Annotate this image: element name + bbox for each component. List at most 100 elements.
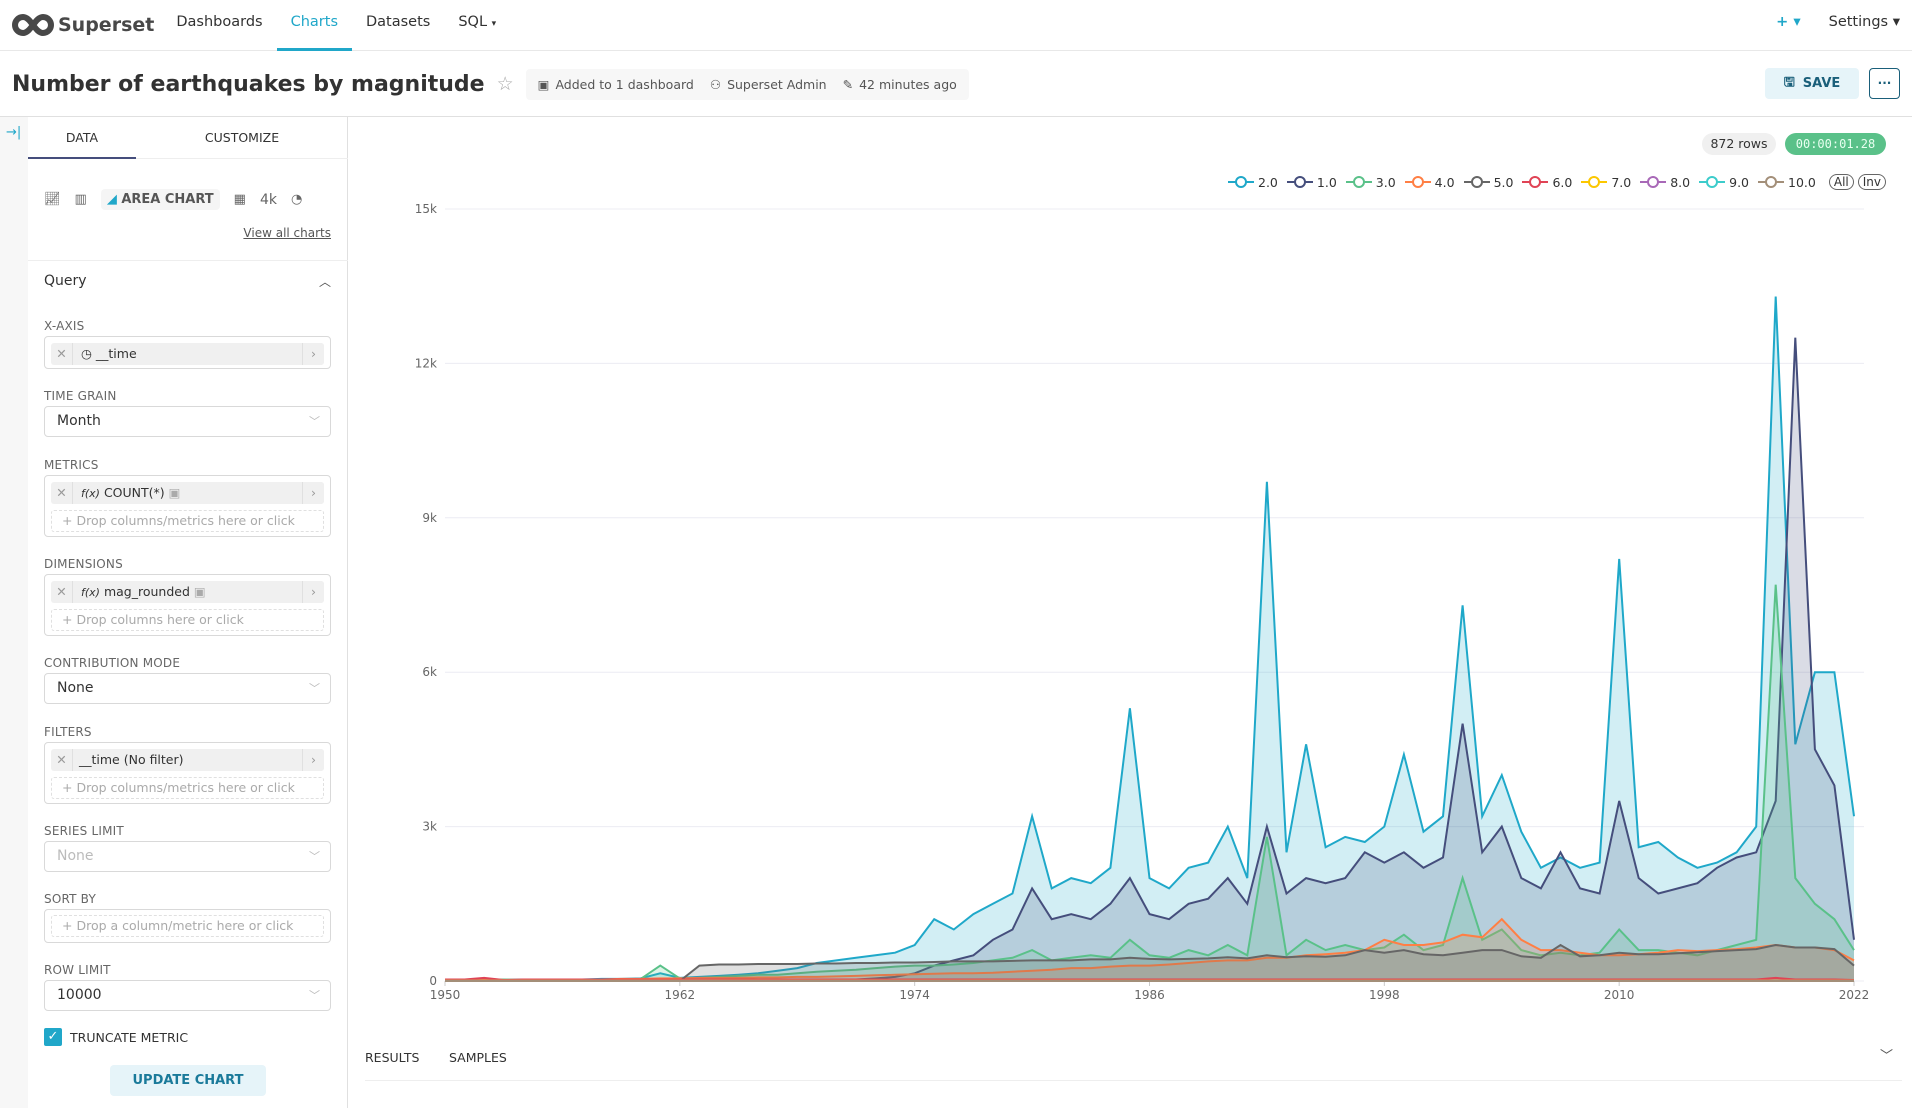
- more-options-button[interactable]: ···: [1869, 68, 1900, 99]
- metric-pill[interactable]: ✕ f(x) COUNT(*) ▣ ›: [51, 482, 324, 504]
- remove-icon[interactable]: ✕: [51, 482, 73, 504]
- time-grain-select[interactable]: Month ﹀: [44, 406, 331, 437]
- x-axis-control[interactable]: ✕ ◷ __time ›: [44, 336, 331, 369]
- settings-menu[interactable]: Settings ▾: [1828, 14, 1900, 30]
- sort-by-control[interactable]: + Drop a column/metric here or click: [44, 909, 331, 943]
- legend-item-7.0[interactable]: 7.0: [1581, 175, 1631, 190]
- truncate-metric-checkbox[interactable]: ✓ TRUNCATE METRIC: [44, 1028, 188, 1046]
- remove-icon[interactable]: ✕: [51, 581, 73, 603]
- x-tick-label: 2010: [1604, 988, 1635, 1002]
- legend-marker-icon: [1463, 176, 1490, 188]
- superset-logo[interactable]: Superset: [12, 0, 154, 50]
- star-icon[interactable]: ☆: [496, 73, 514, 95]
- filters-drop-zone[interactable]: + Drop columns/metrics here or click: [51, 777, 324, 799]
- row-limit-select[interactable]: 10000 ﹀: [44, 980, 331, 1011]
- owner-text: Superset Admin: [727, 76, 827, 92]
- legend-inv-button[interactable]: Inv: [1857, 174, 1886, 190]
- table-icon[interactable]: ▦: [233, 192, 246, 207]
- legend-item-8.0[interactable]: 8.0: [1640, 175, 1690, 190]
- pie-chart-icon[interactable]: ◔: [290, 192, 303, 207]
- divider: [28, 260, 348, 261]
- legend-marker-icon: [1640, 176, 1667, 188]
- truncate-metric-label: TRUNCATE METRIC: [70, 1029, 189, 1045]
- new-menu-button[interactable]: + ▾: [1776, 14, 1801, 30]
- legend-item-3.0[interactable]: 3.0: [1345, 175, 1396, 190]
- chart-area: 872 rows 00:00:01.28 2.0 1.0 3.0 4.0 5.0 6.0 7…: [350, 117, 1912, 1108]
- metrics-label: METRICS: [44, 458, 99, 472]
- contribution-select[interactable]: None ﹀: [44, 673, 331, 704]
- page-title[interactable]: Number of earthquakes by magnitude: [12, 71, 485, 97]
- legend-marker-icon: [1581, 176, 1608, 188]
- save-button[interactable]: 🖫 SAVE: [1765, 68, 1859, 99]
- tab-data[interactable]: DATA: [28, 117, 136, 159]
- row-count-badge: 872 rows: [1702, 133, 1776, 155]
- legend-item-9.0[interactable]: 9.0: [1699, 175, 1749, 190]
- owner-meta: ⚇ Superset Admin: [710, 77, 827, 92]
- legend-item-6.0[interactable]: 6.0: [1522, 175, 1572, 190]
- chart-header: Number of earthquakes by magnitude ☆ ▣ Ad…: [0, 51, 1912, 117]
- row-limit-value: 10000: [57, 987, 102, 1003]
- remove-icon[interactable]: ✕: [51, 749, 73, 771]
- legend-item-5.0[interactable]: 5.0: [1463, 175, 1513, 190]
- y-tick-label: 0: [429, 974, 437, 988]
- filter-pill[interactable]: ✕ __time (No filter) ›: [51, 749, 324, 771]
- view-all-charts-link[interactable]: View all charts: [243, 226, 331, 240]
- legend-item-4.0[interactable]: 4.0: [1404, 174, 1455, 190]
- x-tick-label: 1986: [1134, 988, 1165, 1002]
- dashboards-meta[interactable]: ▣ Added to 1 dashboard: [538, 77, 694, 92]
- chevron-up-icon[interactable]: ︿: [318, 275, 331, 289]
- query-section-title[interactable]: Query: [44, 273, 87, 289]
- row-limit-label: ROW LIMIT: [44, 963, 111, 977]
- fx-icon: f(x): [81, 586, 100, 599]
- metrics-control[interactable]: ✕ f(x) COUNT(*) ▣ › + Drop columns/metrics…: [44, 475, 331, 537]
- legend-item-10.0[interactable]: 10.0: [1758, 175, 1816, 190]
- x-tick-label: 1974: [899, 988, 930, 1002]
- dimensions-control[interactable]: ✕ f(x) mag_rounded ▣ › + Drop columns here…: [44, 574, 331, 636]
- filters-label: FILTERS: [44, 725, 92, 739]
- chevron-right-icon[interactable]: ›: [302, 343, 324, 365]
- series-limit-select[interactable]: None ﹀: [44, 841, 331, 872]
- nav-sql[interactable]: SQL ▾: [444, 0, 510, 51]
- line-chart-icon[interactable]: 📈︎: [44, 192, 61, 207]
- nav-charts[interactable]: Charts: [276, 0, 352, 51]
- big-number-button[interactable]: 4k: [259, 191, 277, 208]
- remove-icon[interactable]: ✕: [51, 343, 73, 365]
- legend-marker-icon: [1699, 176, 1726, 188]
- chevron-right-icon[interactable]: ›: [302, 749, 324, 771]
- area-chart-label: AREA CHART: [121, 192, 214, 207]
- sort-by-drop-zone[interactable]: + Drop a column/metric here or click: [51, 915, 324, 937]
- drop-text: Drop columns here or click: [76, 612, 244, 627]
- area-5.0: [445, 945, 1854, 981]
- x-axis-pill[interactable]: ✕ ◷ __time ›: [51, 343, 324, 365]
- legend-marker-icon: [1404, 176, 1431, 188]
- legend-label: 4.0: [1434, 174, 1455, 190]
- tab-samples[interactable]: SAMPLES: [449, 1050, 507, 1065]
- area-1.0: [445, 337, 1854, 981]
- tab-customize[interactable]: CUSTOMIZE: [136, 117, 348, 159]
- chevron-down-icon[interactable]: ﹀: [1880, 1049, 1894, 1064]
- area-chart-button[interactable]: ◢ AREA CHART: [100, 189, 220, 210]
- query-timer-badge: 00:00:01.28: [1785, 133, 1886, 155]
- legend-item-2.0[interactable]: 2.0: [1228, 175, 1278, 190]
- dimension-pill[interactable]: ✕ f(x) mag_rounded ▣ ›: [51, 581, 324, 603]
- legend-item-1.0[interactable]: 1.0: [1286, 174, 1337, 190]
- tab-results[interactable]: RESULTS: [365, 1050, 420, 1065]
- info-icon: ▣: [168, 485, 181, 500]
- y-tick-label: 6k: [422, 665, 437, 679]
- bar-chart-icon[interactable]: ▥: [74, 192, 87, 207]
- area-4.0: [445, 919, 1854, 981]
- nav-datasets[interactable]: Datasets: [366, 14, 431, 30]
- update-chart-button[interactable]: UPDATE CHART: [110, 1065, 266, 1096]
- dimensions-drop-zone[interactable]: + Drop columns here or click: [51, 609, 324, 631]
- filters-control[interactable]: ✕ __time (No filter) › + Drop columns/metr…: [44, 742, 331, 804]
- legend-label: 1.0: [1316, 174, 1337, 190]
- legend-all-button[interactable]: All: [1828, 174, 1854, 190]
- chevron-right-icon[interactable]: ›: [302, 581, 324, 603]
- y-tick-label: 15k: [415, 202, 437, 216]
- nav-dashboards[interactable]: Dashboards: [176, 14, 263, 30]
- chevron-right-icon[interactable]: ›: [302, 482, 324, 504]
- metrics-drop-zone[interactable]: + Drop columns/metrics here or click: [51, 510, 324, 532]
- x-tick-label: 1950: [430, 988, 461, 1002]
- x-axis-value: __time: [95, 346, 137, 361]
- expand-icon[interactable]: →|: [6, 125, 22, 140]
